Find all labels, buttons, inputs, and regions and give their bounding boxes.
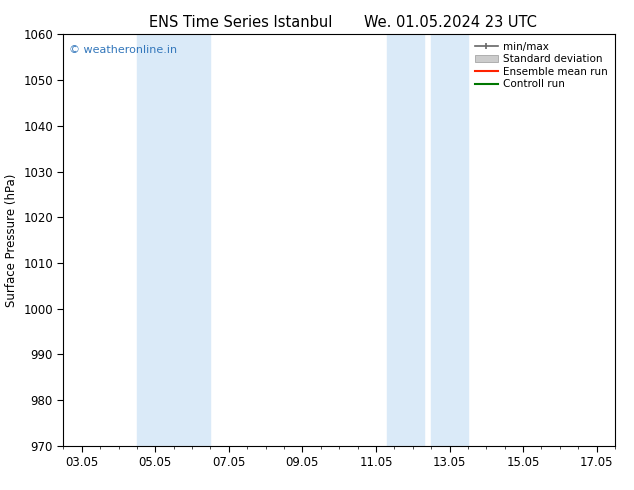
Y-axis label: Surface Pressure (hPa): Surface Pressure (hPa): [4, 173, 18, 307]
Text: We. 01.05.2024 23 UTC: We. 01.05.2024 23 UTC: [364, 15, 536, 30]
Text: ENS Time Series Istanbul: ENS Time Series Istanbul: [149, 15, 333, 30]
Text: © weatheronline.in: © weatheronline.in: [69, 45, 177, 54]
Bar: [431, 34, 468, 446]
Bar: [387, 34, 424, 446]
Bar: [137, 34, 210, 446]
Legend: min/max, Standard deviation, Ensemble mean run, Controll run: min/max, Standard deviation, Ensemble me…: [473, 40, 610, 92]
